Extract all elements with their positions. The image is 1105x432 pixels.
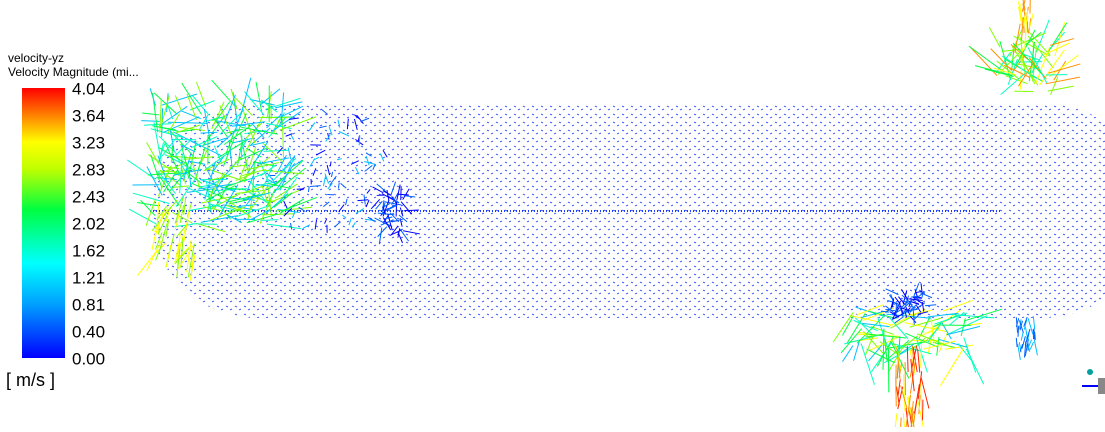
vector-arrow: [137, 253, 155, 276]
vector-arrow: [940, 348, 963, 385]
legend-tick-label: 3.23: [72, 133, 105, 152]
vector-arrow: [127, 160, 155, 179]
vector-arrow: [966, 349, 983, 384]
vector-arrow: [898, 379, 900, 395]
legend-tick-label: 2.02: [72, 214, 105, 233]
vector-arrow: [989, 27, 1000, 47]
legend-title: velocity-yz: [8, 51, 64, 65]
legend-subtitle: Velocity Magnitude (mi...: [8, 65, 139, 79]
vector-arrow: [147, 241, 162, 271]
vector-arrow: [921, 378, 922, 413]
legend-tick-label: 4.04: [72, 79, 105, 98]
vector-arrow: [1050, 39, 1074, 46]
axis-triad: [1082, 369, 1105, 394]
vector-arrow: [903, 413, 904, 427]
legend-tick-label: 1.62: [72, 241, 105, 260]
vector-arrow: [921, 344, 922, 368]
vector-arrow: [1046, 77, 1080, 84]
vector-arrow: [1016, 338, 1017, 347]
vector-arrow: [192, 96, 208, 115]
legend-ticks: 4.04 3.64 3.23 2.83 2.43 2.02 1.62 1.21 0.81 0.40…: [72, 79, 105, 368]
vector-arrow: [192, 224, 218, 225]
vector-arrow: [1034, 340, 1037, 355]
vector-arrow: [1029, 13, 1033, 28]
legend-tick-label: 0.40: [72, 322, 105, 341]
vector-arrow: [854, 340, 860, 361]
vector-arrow: [142, 113, 159, 115]
vector-arrow: [141, 121, 160, 122]
vector-arrow: [181, 111, 201, 119]
vector-arrow: [1018, 326, 1019, 337]
vector-arrow: [359, 135, 360, 145]
vector-arrow: [842, 345, 853, 361]
legend-tick-label: 3.64: [72, 106, 105, 125]
color-bar: [22, 88, 65, 358]
vector-arrow: [1033, 316, 1034, 329]
vector-arrow: [1022, 336, 1025, 348]
vector-arrow: [212, 80, 235, 105]
vector-arrow: [1030, 342, 1033, 350]
legend-tick-label: 2.83: [72, 160, 105, 179]
vector-arrow: [187, 94, 197, 120]
vector-arrow: [144, 124, 171, 126]
vector-arrow: [196, 82, 205, 106]
legend-tick-label: 2.43: [72, 187, 105, 206]
legend-unit: [ m/s ]: [6, 370, 55, 390]
vector-arrow: [175, 95, 181, 111]
legend-tick-label: 0.00: [72, 349, 105, 368]
vector-arrow: [900, 417, 901, 427]
vector-arrow: [308, 187, 309, 192]
vector-arrow: [921, 377, 929, 408]
vector-arrow: [893, 413, 897, 427]
vector-arrow: [1048, 86, 1074, 91]
vector-arrow: [1034, 329, 1035, 340]
vector-arrow: [159, 171, 175, 172]
legend-tick-label: 1.21: [72, 268, 105, 287]
vector-arrow: [167, 103, 173, 119]
vector-arrow: [918, 349, 920, 373]
legend-tick-label: 0.81: [72, 295, 105, 314]
